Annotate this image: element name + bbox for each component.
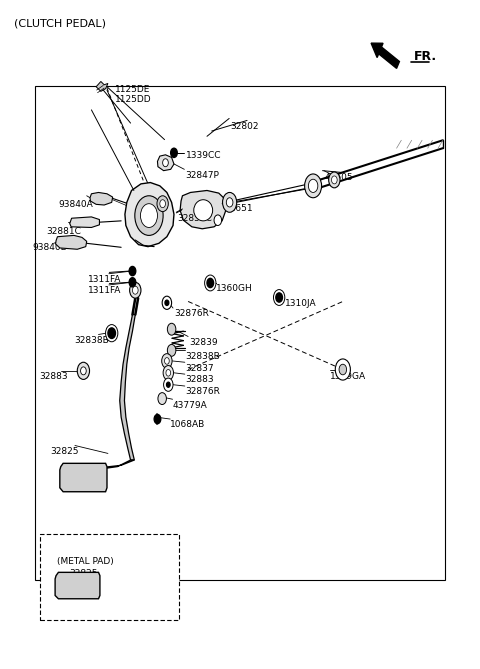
Text: 32837: 32837 (185, 363, 214, 373)
Text: 32838B: 32838B (185, 352, 219, 361)
Circle shape (129, 266, 136, 276)
Text: 32825: 32825 (50, 447, 79, 456)
Polygon shape (120, 314, 135, 460)
Polygon shape (60, 464, 107, 492)
Polygon shape (90, 193, 113, 205)
Circle shape (157, 196, 168, 211)
Bar (39, 534, 179, 620)
Text: 32847P: 32847P (186, 171, 220, 180)
Polygon shape (180, 191, 226, 229)
Circle shape (135, 196, 163, 235)
Polygon shape (56, 235, 87, 250)
Circle shape (168, 323, 176, 335)
Circle shape (227, 198, 233, 207)
Polygon shape (84, 460, 134, 473)
Circle shape (129, 278, 136, 287)
Text: (METAL PAD): (METAL PAD) (57, 557, 114, 566)
Circle shape (132, 286, 138, 294)
Text: 1311FA: 1311FA (88, 286, 121, 295)
Circle shape (158, 393, 167, 405)
Circle shape (160, 200, 166, 207)
Circle shape (77, 362, 90, 379)
Text: 32838B: 32838B (74, 337, 109, 345)
Circle shape (274, 290, 285, 306)
Text: 1068AB: 1068AB (170, 420, 205, 429)
Text: 32876R: 32876R (174, 309, 209, 318)
Circle shape (167, 382, 170, 387)
Text: 1125DD: 1125DD (115, 96, 152, 104)
Circle shape (308, 179, 318, 193)
Text: 32802: 32802 (230, 122, 259, 130)
Text: 1310JA: 1310JA (285, 300, 316, 308)
Text: 32881C: 32881C (47, 227, 82, 235)
Circle shape (305, 174, 322, 198)
Circle shape (204, 275, 216, 291)
Circle shape (165, 300, 169, 306)
Circle shape (207, 278, 214, 288)
Polygon shape (157, 155, 174, 171)
Text: 32839: 32839 (189, 338, 218, 347)
Text: (CLUTCH PEDAL): (CLUTCH PEDAL) (13, 19, 106, 29)
Text: 1360GH: 1360GH (216, 284, 252, 293)
Text: 43779A: 43779A (172, 401, 207, 409)
Polygon shape (70, 217, 99, 227)
Text: 32825: 32825 (69, 569, 98, 578)
Circle shape (214, 215, 222, 225)
Circle shape (329, 172, 340, 188)
Text: 93840E: 93840E (33, 244, 67, 252)
Bar (35, 86, 445, 580)
Text: 93840A: 93840A (59, 201, 93, 209)
Circle shape (168, 345, 176, 357)
Circle shape (332, 176, 337, 184)
Text: 41605: 41605 (325, 173, 354, 182)
Circle shape (165, 358, 169, 364)
Text: 32850C: 32850C (178, 214, 213, 223)
Circle shape (223, 193, 237, 212)
Circle shape (166, 369, 171, 376)
Circle shape (108, 328, 116, 339)
Circle shape (163, 365, 173, 380)
FancyArrow shape (371, 43, 399, 68)
Polygon shape (96, 82, 108, 92)
Text: 32883: 32883 (39, 372, 68, 381)
Circle shape (163, 159, 168, 167)
Text: 1339CC: 1339CC (186, 151, 221, 161)
Circle shape (154, 414, 161, 423)
Text: 1311FA: 1311FA (88, 275, 121, 284)
Circle shape (130, 282, 141, 298)
Text: 1339GA: 1339GA (330, 372, 366, 381)
Circle shape (162, 296, 172, 309)
Circle shape (276, 293, 282, 302)
Polygon shape (125, 183, 174, 247)
Circle shape (339, 364, 347, 375)
Polygon shape (55, 573, 100, 599)
Text: 41651: 41651 (225, 203, 253, 213)
Circle shape (164, 378, 173, 391)
Circle shape (162, 354, 172, 368)
Circle shape (141, 203, 157, 227)
Text: FR.: FR. (414, 50, 437, 64)
Text: 1125DE: 1125DE (115, 85, 150, 94)
Circle shape (335, 359, 350, 380)
Text: 32876R: 32876R (185, 387, 220, 396)
Text: 32883: 32883 (185, 375, 214, 385)
Ellipse shape (194, 200, 213, 221)
Circle shape (171, 149, 177, 157)
Circle shape (106, 324, 118, 342)
Circle shape (81, 367, 86, 375)
